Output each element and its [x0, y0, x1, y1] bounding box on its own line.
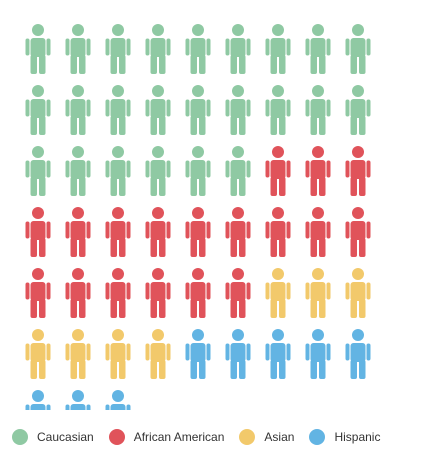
- person-icon-caucasian: [185, 24, 211, 74]
- legend-label-asian: Asian: [264, 430, 295, 444]
- person-icon-caucasian: [265, 24, 291, 74]
- person-icon-african-american: [305, 207, 331, 257]
- person-icon-african-american: [265, 207, 291, 257]
- person-icon-caucasian: [225, 85, 251, 135]
- person-icon-caucasian: [25, 24, 51, 74]
- legend-item-asian[interactable]: Asian: [239, 429, 294, 445]
- person-icon-asian: [105, 329, 131, 379]
- person-icon-african-american: [185, 268, 211, 318]
- person-icon-african-american: [305, 146, 331, 196]
- person-icon-african-american: [345, 207, 371, 257]
- legend-item-hispanic[interactable]: Hispanic: [309, 429, 380, 445]
- person-icon-caucasian: [25, 85, 51, 135]
- legend: Caucasian African American Asian Hispani…: [12, 426, 395, 448]
- person-icon-caucasian: [185, 85, 211, 135]
- person-icon-african-american: [65, 268, 91, 318]
- person-icon-caucasian: [105, 24, 131, 74]
- person-icon-hispanic: [105, 390, 131, 410]
- person-icon-african-american: [145, 268, 171, 318]
- person-icon-asian: [305, 268, 331, 318]
- person-icon-caucasian: [105, 146, 131, 196]
- legend-label-hispanic: Hispanic: [334, 430, 381, 444]
- person-icon-caucasian: [105, 85, 131, 135]
- person-icon-african-american: [105, 268, 131, 318]
- legend-swatch-hispanic: [309, 429, 326, 445]
- person-icon-african-american: [185, 207, 211, 257]
- person-icon-african-american: [25, 207, 51, 257]
- person-icon-caucasian: [305, 85, 331, 135]
- person-icon-african-american: [105, 207, 131, 257]
- person-icon-caucasian: [25, 146, 51, 196]
- person-icon-caucasian: [305, 24, 331, 74]
- person-icon-asian: [65, 329, 91, 379]
- legend-label-caucasian: Caucasian: [37, 430, 94, 444]
- legend-swatch-african-american: [108, 429, 125, 445]
- person-icon-asian: [25, 329, 51, 379]
- person-icon-caucasian: [145, 146, 171, 196]
- person-icon-hispanic: [305, 329, 331, 379]
- legend-label-african-american: African American: [133, 430, 225, 444]
- person-icon-caucasian: [145, 85, 171, 135]
- person-icon-hispanic: [185, 329, 211, 379]
- person-icon-caucasian: [265, 85, 291, 135]
- person-icon-asian: [345, 268, 371, 318]
- person-icon-hispanic: [65, 390, 91, 410]
- person-icon-caucasian: [345, 85, 371, 135]
- person-icon-african-american: [345, 146, 371, 196]
- legend-swatch-asian: [239, 429, 256, 445]
- person-icon-caucasian: [65, 24, 91, 74]
- person-icon-hispanic: [265, 329, 291, 379]
- person-icon-hispanic: [345, 329, 371, 379]
- person-icon-caucasian: [65, 85, 91, 135]
- person-icon-caucasian: [225, 24, 251, 74]
- person-icon-african-american: [265, 146, 291, 196]
- person-icon-african-american: [225, 207, 251, 257]
- legend-swatch-caucasian: [12, 429, 28, 445]
- person-icon-asian: [145, 329, 171, 379]
- person-icon-african-american: [65, 207, 91, 257]
- person-icon-hispanic: [225, 329, 251, 379]
- person-icon-african-american: [225, 268, 251, 318]
- person-icon-caucasian: [185, 146, 211, 196]
- person-icon-caucasian: [145, 24, 171, 74]
- person-icon-african-american: [25, 268, 51, 318]
- legend-item-african-american[interactable]: African American: [108, 429, 225, 445]
- person-icon-caucasian: [225, 146, 251, 196]
- person-icon-caucasian: [345, 24, 371, 74]
- pictograph-svg: [25, 24, 371, 410]
- person-icon-asian: [265, 268, 291, 318]
- legend-item-caucasian[interactable]: Caucasian: [12, 429, 94, 445]
- person-icon-african-american: [145, 207, 171, 257]
- person-icon-hispanic: [25, 390, 51, 410]
- person-icon-caucasian: [65, 146, 91, 196]
